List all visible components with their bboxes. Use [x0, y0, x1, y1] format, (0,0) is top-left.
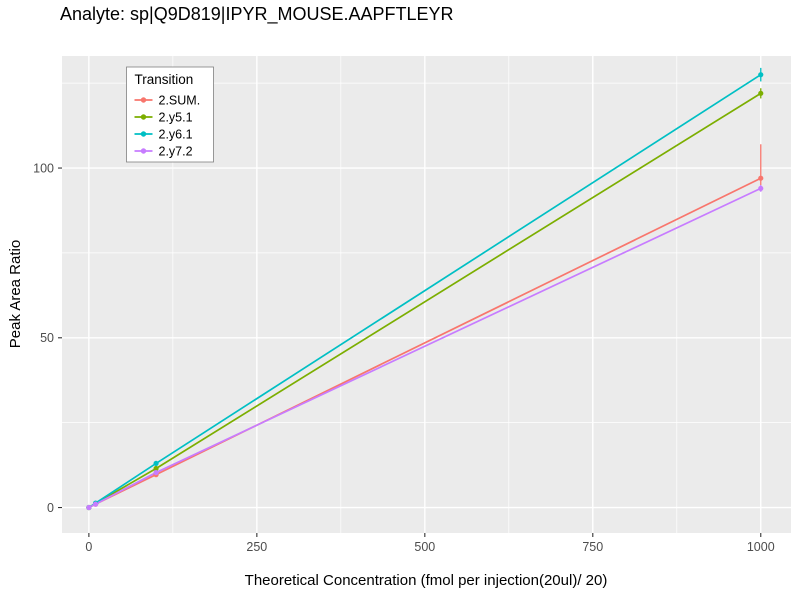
- legend-label-2.y5.1: 2.y5.1: [159, 110, 193, 124]
- y-tick-label: 50: [40, 331, 54, 345]
- chart-title: Analyte: sp|Q9D819|IPYR_MOUSE.AAPFTLEYR: [60, 4, 454, 24]
- x-tick-label: 500: [414, 540, 435, 554]
- y-axis-title: Peak Area Ratio: [7, 240, 24, 348]
- data-point-2.y7.2: [153, 469, 159, 476]
- legend-key-point-2.SUM.: [140, 97, 147, 103]
- legend-title: Transition: [135, 72, 194, 87]
- y-tick-label: 0: [47, 501, 54, 515]
- x-tick-label: 250: [246, 540, 267, 554]
- data-point-2.y5.1: [153, 465, 159, 472]
- legend-key-point-2.y7.2: [140, 148, 147, 154]
- data-point-2.y7.2: [92, 501, 99, 507]
- series-line-2.y7.2: [88, 187, 762, 509]
- data-point-2.y7.2: [758, 185, 764, 192]
- data-point-2.y7.2: [86, 504, 92, 511]
- legend-box: [126, 66, 214, 163]
- data-point-2.y6.1: [758, 72, 764, 78]
- y-tick-label: 100: [33, 161, 54, 175]
- legend-label-2.y7.2: 2.y7.2: [159, 144, 193, 158]
- x-tick-label: 750: [582, 540, 603, 554]
- legend-key-point-2.y6.1: [140, 131, 147, 137]
- data-point-2.y5.1: [758, 90, 764, 96]
- x-axis-title: Theoretical Concentration (fmol per inje…: [245, 572, 608, 589]
- data-point-2.SUM.: [758, 175, 764, 181]
- legend-label-2.SUM.: 2.SUM.: [159, 93, 201, 107]
- x-tick-label: 0: [85, 540, 92, 554]
- data-point-2.y6.1: [153, 460, 159, 467]
- x-tick-label: 1000: [747, 540, 775, 554]
- legend-label-2.y6.1: 2.y6.1: [159, 127, 193, 141]
- legend-key-point-2.y5.1: [140, 114, 147, 120]
